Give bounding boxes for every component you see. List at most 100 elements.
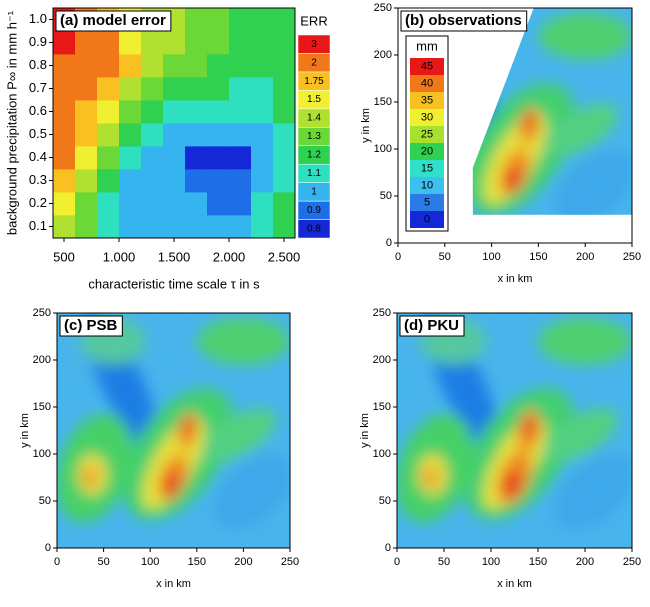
heat-cell: [273, 77, 296, 101]
y-axis-label: y in km: [360, 108, 372, 143]
heat-cell: [163, 100, 186, 124]
colorbar-label: 1.5: [307, 94, 321, 105]
heat-cell: [229, 146, 252, 170]
field-blob: [554, 149, 632, 215]
heat-cell: [53, 100, 76, 124]
heat-cell: [141, 146, 164, 170]
heat-cell: [97, 31, 120, 55]
heat-cell: [53, 169, 76, 193]
colorbar-label: 1.2: [307, 150, 321, 161]
x-tick-label: 150: [529, 556, 547, 568]
heat-cell: [141, 123, 164, 147]
field-blob: [212, 454, 290, 529]
heat-cell: [163, 54, 186, 78]
colorbar-label: 3: [311, 39, 317, 50]
heat-cell: [251, 123, 274, 147]
colorbar-label: 1.3: [307, 131, 321, 142]
heat-cell: [97, 123, 120, 147]
heat-cell: [163, 215, 186, 239]
y-tick-label: 0: [45, 542, 51, 554]
heat-cell: [229, 123, 252, 147]
y-axis-label: y in km: [359, 413, 371, 448]
heat-cell: [119, 146, 142, 170]
heat-cell: [251, 192, 274, 216]
colorbar-label: 0.9: [307, 205, 321, 216]
x-tick-label: 0: [395, 251, 401, 263]
field-blobs: [57, 313, 290, 529]
x-tick-label: 150: [529, 251, 547, 263]
heat-cell: [119, 192, 142, 216]
y-tick-label: 0.6: [29, 103, 47, 118]
y-tick-label: 200: [33, 354, 51, 366]
y-tick-label: 0.1: [29, 218, 47, 233]
x-axis-label: x in km: [497, 578, 532, 590]
heat-cell: [119, 100, 142, 124]
x-tick-label: 200: [576, 556, 594, 568]
heat-cell: [251, 146, 274, 170]
plot-frame: [56, 312, 291, 549]
y-tick-label: 250: [374, 2, 392, 14]
colorbar-swatch: [297, 34, 331, 54]
heat-cell: [251, 100, 274, 124]
x-tick-label: 50: [439, 251, 451, 263]
heat-cell: [97, 100, 120, 124]
heat-cell: [185, 77, 208, 101]
colorbar-label: 30: [421, 111, 433, 123]
heat-cell: [119, 123, 142, 147]
y-tick-label: 150: [33, 401, 51, 413]
heat-cell: [119, 54, 142, 78]
colorbar-swatch: [410, 58, 444, 75]
heat-cell: [185, 123, 208, 147]
x-tick-label: 100: [482, 556, 500, 568]
heat-cell: [163, 192, 186, 216]
heat-cell: [185, 169, 208, 193]
heat-cell: [53, 54, 76, 78]
heat-cell: [163, 146, 186, 170]
heat-cell: [97, 192, 120, 216]
heat-cell: [207, 169, 230, 193]
y-tick-label: 0.3: [29, 172, 47, 187]
y-tick-label: 0.2: [29, 195, 47, 210]
y-tick-label: 250: [373, 307, 391, 319]
x-tick-label: 0: [394, 556, 400, 568]
y-tick-label: 50: [380, 190, 392, 202]
x-tick-label: 500: [53, 249, 75, 264]
heat-cell: [251, 8, 274, 32]
heat-cell: [53, 123, 76, 147]
colorbar-label: 0: [424, 213, 430, 225]
heat-cell: [163, 123, 186, 147]
heat-cell: [207, 8, 230, 32]
heat-cell: [229, 8, 252, 32]
colorbar-label: 2: [311, 57, 317, 68]
x-tick-label: 100: [141, 556, 159, 568]
heat-cell: [97, 54, 120, 78]
y-tick-label: 0.9: [29, 34, 47, 49]
heat-cell: [229, 77, 252, 101]
colorbar-label: 1: [311, 187, 317, 198]
y-tick-label: 50: [39, 495, 51, 507]
colorbar-label: 1.4: [307, 113, 321, 124]
colorbar-swatch: [410, 92, 444, 109]
heat-cell: [273, 8, 296, 32]
colorbar-label: 20: [421, 145, 433, 157]
heat-cell: [251, 169, 274, 193]
heat-cell: [251, 77, 274, 101]
y-tick-label: 150: [373, 401, 391, 413]
heat-cell: [273, 123, 296, 147]
heat-cell: [97, 146, 120, 170]
colorbar-label: 45: [421, 60, 433, 72]
field-blob: [84, 469, 96, 486]
heat-cell: [185, 100, 208, 124]
colorbar-swatch: [410, 75, 444, 92]
heat-cell: [273, 54, 296, 78]
heat-cell: [273, 215, 296, 239]
colorbar-swatch: [410, 109, 444, 126]
heat-cell: [53, 31, 76, 55]
colorbar-swatch: [410, 211, 444, 228]
heat-cell: [251, 31, 274, 55]
heat-cell: [273, 100, 296, 124]
heat-cell: [229, 54, 252, 78]
y-tick-label: 100: [374, 143, 392, 155]
y-tick-label: 0.5: [29, 126, 47, 141]
colorbar-label: 35: [421, 94, 433, 106]
